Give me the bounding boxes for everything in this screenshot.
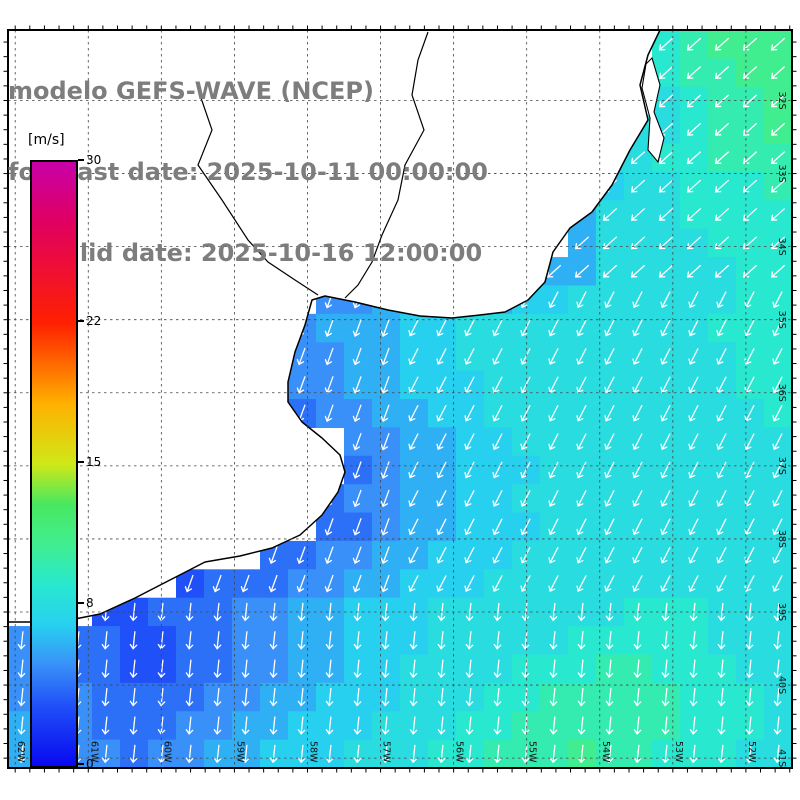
colorbar: [m/s] 30 22 15 8 0: [28, 132, 118, 782]
lat-label: 38S: [776, 530, 787, 548]
ocean-cells: [8, 30, 793, 769]
lat-label: 34S: [776, 238, 787, 256]
colorbar-tick-mark: [78, 601, 84, 604]
axis-labels: 32S 33S 34S 35S 36S 37S 38S 39S 40S 41S 62W 61W 60W 5…: [15, 91, 787, 767]
lon-label: 58W: [307, 741, 318, 763]
graticule-lines: [8, 30, 792, 768]
lat-label: 39S: [776, 603, 787, 621]
lon-label: 53W: [673, 741, 684, 763]
lat-label: 35S: [776, 311, 787, 329]
lat-label: 40S: [776, 676, 787, 694]
lon-label: 57W: [381, 741, 392, 763]
model-title: modelo GEFS-WAVE (NCEP): [8, 77, 374, 105]
colorbar-tick-label: 15: [86, 455, 102, 469]
lon-label: 52W: [746, 741, 757, 763]
lon-label: 56W: [454, 741, 465, 763]
river-line: [344, 31, 429, 299]
colorbar-tick-mark: [78, 159, 84, 161]
lat-label: 36S: [776, 384, 787, 402]
lon-label: 54W: [600, 741, 611, 763]
lon-label: 59W: [234, 741, 245, 763]
colorbar-unit-label: [m/s]: [28, 132, 65, 148]
lon-label: 62W: [15, 741, 26, 763]
lon-label: 55W: [527, 741, 538, 763]
map-frame: [7, 29, 793, 769]
lat-label: 37S: [776, 457, 787, 475]
colorbar-tick-label: 8: [86, 595, 94, 610]
lat-label: 41S: [776, 749, 787, 767]
colorbar-tick-mark: [78, 320, 84, 323]
colorbar-gradient: [30, 160, 78, 768]
colorbar-tick-label: 30: [86, 153, 102, 167]
lon-label: 60W: [161, 741, 172, 763]
lat-label: 32S: [776, 91, 787, 109]
colorbar-tick-mark: [78, 763, 84, 765]
colorbar-tick-mark: [78, 461, 84, 463]
lat-label: 33S: [776, 165, 787, 183]
coastal-lagoon: [641, 56, 665, 164]
colorbar-tick-label: 22: [86, 314, 102, 329]
land-coastline: [7, 29, 665, 623]
river-line: [197, 94, 319, 296]
colorbar-tick-label: 0: [86, 757, 94, 771]
lon-label: 61W: [88, 741, 99, 763]
